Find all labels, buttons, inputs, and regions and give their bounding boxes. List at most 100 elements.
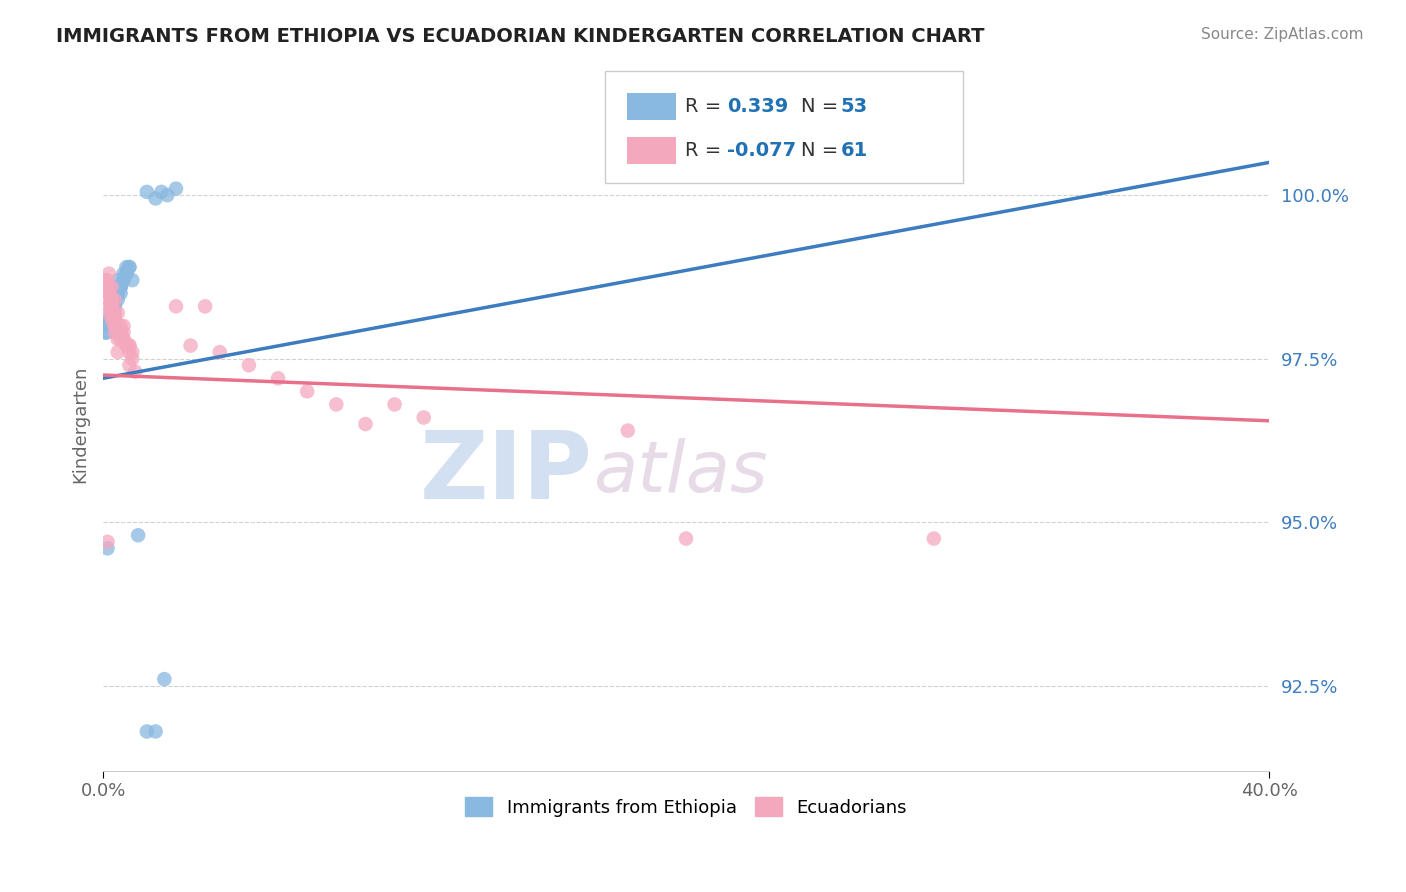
Point [107, 286, 129, 301]
Point [384, 397, 406, 411]
Point [107, 326, 129, 340]
Point [104, 326, 127, 340]
Point [675, 532, 697, 546]
Point [110, 326, 132, 340]
Point [112, 326, 135, 340]
Point [97, 279, 120, 293]
Point [127, 528, 149, 542]
Point [110, 318, 132, 333]
Point [101, 306, 124, 320]
Text: atlas: atlas [593, 438, 768, 507]
Point [101, 299, 124, 313]
Point [97, 299, 120, 313]
Point [104, 293, 127, 307]
Point [145, 191, 167, 205]
Point [104, 306, 127, 320]
Point [97, 306, 120, 320]
Point [267, 371, 290, 385]
Point [104, 318, 127, 333]
Point [107, 273, 129, 287]
Point [295, 384, 318, 399]
Point [101, 306, 124, 320]
Text: R =: R = [685, 96, 727, 116]
Point [104, 293, 127, 307]
Point [124, 365, 146, 379]
Point [412, 410, 434, 425]
Point [112, 332, 135, 346]
Point [104, 318, 127, 333]
Point [101, 293, 124, 307]
Point [150, 185, 173, 199]
Point [238, 358, 260, 372]
Point [101, 299, 124, 313]
Point [104, 293, 127, 307]
Text: IMMIGRANTS FROM ETHIOPIA VS ECUADORIAN KINDERGARTEN CORRELATION CHART: IMMIGRANTS FROM ETHIOPIA VS ECUADORIAN K… [56, 27, 984, 45]
Point [101, 299, 124, 313]
Point [97, 286, 120, 301]
Point [121, 273, 143, 287]
Point [94, 326, 117, 340]
Point [118, 260, 141, 274]
Point [121, 345, 143, 359]
Text: -0.077: -0.077 [727, 141, 796, 161]
Point [118, 345, 141, 359]
Point [104, 299, 127, 313]
Point [101, 299, 124, 313]
Point [110, 279, 132, 293]
Point [922, 532, 945, 546]
Point [107, 279, 129, 293]
Point [180, 338, 202, 352]
Point [96, 534, 118, 549]
Point [135, 185, 157, 199]
Point [104, 318, 127, 333]
Text: R =: R = [685, 141, 727, 161]
Point [153, 672, 176, 686]
Point [115, 338, 138, 352]
Point [110, 332, 132, 346]
Point [97, 318, 120, 333]
Text: 0.339: 0.339 [727, 96, 789, 116]
Point [94, 318, 117, 333]
Point [97, 286, 120, 301]
Point [97, 318, 120, 333]
Point [97, 318, 120, 333]
Point [110, 279, 132, 293]
Point [97, 293, 120, 307]
Point [107, 332, 129, 346]
Point [110, 286, 132, 301]
Point [107, 345, 129, 359]
Point [112, 273, 135, 287]
Point [107, 293, 129, 307]
Point [104, 299, 127, 313]
Point [107, 286, 129, 301]
Point [110, 279, 132, 293]
Point [112, 332, 135, 346]
Point [97, 286, 120, 301]
Point [115, 338, 138, 352]
Point [645, 169, 668, 183]
Point [145, 724, 167, 739]
Point [101, 279, 124, 293]
Point [115, 260, 138, 274]
Point [104, 312, 127, 326]
Point [194, 299, 217, 313]
Text: N =: N = [801, 96, 845, 116]
Legend: Immigrants from Ethiopia, Ecuadorians: Immigrants from Ethiopia, Ecuadorians [458, 790, 914, 824]
Point [97, 318, 120, 333]
Point [165, 181, 187, 195]
Y-axis label: Kindergarten: Kindergarten [72, 366, 89, 483]
Point [101, 306, 124, 320]
Point [112, 267, 135, 281]
Point [121, 351, 143, 366]
Point [94, 279, 117, 293]
Point [101, 293, 124, 307]
Point [101, 306, 124, 320]
Point [107, 318, 129, 333]
Point [101, 306, 124, 320]
Point [97, 312, 120, 326]
Point [354, 417, 377, 431]
Point [97, 312, 120, 326]
Point [101, 293, 124, 307]
Point [325, 397, 347, 411]
Point [101, 312, 124, 326]
